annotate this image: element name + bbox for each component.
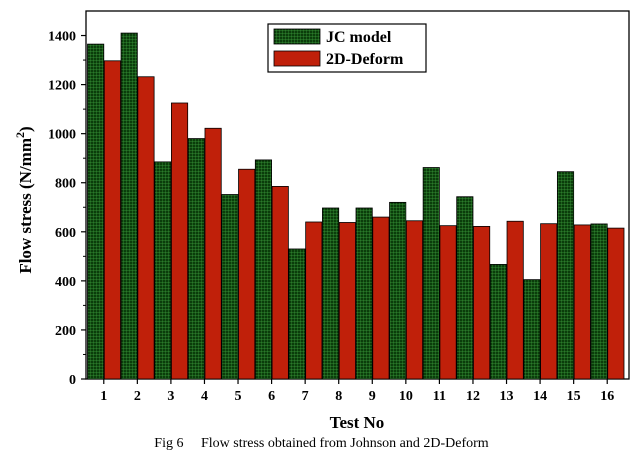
x-tick-label: 9: [369, 389, 376, 404]
y-tick-label: 800: [55, 177, 76, 192]
bar-2d-deform-8: [338, 222, 356, 380]
bar-jc-model-1: [87, 43, 105, 380]
x-tick-label: 4: [201, 389, 208, 404]
bar-2d-deform-13: [506, 220, 524, 380]
bar-2d-deform-9: [372, 216, 390, 380]
bar-2d-deform-16: [607, 227, 625, 380]
bar-jc-model-6: [254, 159, 272, 380]
bar-jc-model-7: [288, 248, 306, 380]
bar-2d-deform-3: [171, 102, 189, 380]
bar-jc-model-16: [590, 223, 608, 380]
bar-jc-model-11: [422, 167, 440, 380]
x-tick-label: 12: [466, 389, 480, 404]
x-tick-label: 8: [335, 389, 342, 404]
x-tick-label: 6: [268, 389, 275, 404]
x-tick-label: 11: [433, 389, 446, 404]
bar-jc-model-4: [187, 138, 205, 380]
bar-jc-model-15: [556, 171, 575, 380]
x-axis-label: Test No: [330, 413, 385, 432]
y-tick-label: 1000: [48, 128, 76, 143]
y-axis-label-superscript: 2: [13, 132, 27, 138]
y-axis-label: Flow stress (N/mm2): [13, 126, 35, 273]
bar-2d-deform-4: [204, 127, 222, 380]
bar-2d-deform-15: [573, 224, 591, 380]
bar-2d-deform-10: [405, 220, 424, 380]
legend: JC model 2D-Deform: [267, 23, 427, 73]
bar-2d-deform-1: [103, 60, 121, 380]
x-tick-label: 14: [533, 389, 547, 404]
bar-2d-deform-2: [137, 76, 155, 380]
legend-swatch-2d-deform: [273, 50, 321, 67]
bar-jc-model-14: [523, 279, 541, 380]
bar-2d-deform-7: [305, 221, 323, 380]
legend-swatch-jc-model: [273, 28, 321, 45]
bar-jc-model-9: [355, 207, 373, 380]
x-tick-label: 7: [302, 389, 309, 404]
bar-jc-model-10: [389, 201, 407, 380]
bar-2d-deform-14: [540, 223, 558, 380]
bar-jc-model-3: [154, 161, 172, 380]
y-tick-label: 400: [55, 275, 76, 290]
y-tick-label: 1400: [48, 30, 76, 45]
x-tick-label: 13: [500, 389, 514, 404]
y-axis: 0 200 400 600 800 1000 1200 1400: [48, 30, 86, 388]
x-tick-label: 10: [399, 389, 413, 404]
y-axis-label-main: Flow stress (N/mm: [16, 138, 35, 274]
bars-layer: [87, 32, 625, 380]
bar-jc-model-12: [456, 196, 474, 380]
x-axis: 1 2 3 4 5 6 7 8 9 10 11 12 13 14 15 16: [100, 379, 614, 404]
bar-jc-model-2: [120, 32, 138, 380]
x-tick-label: 5: [235, 389, 242, 404]
x-tick-label: 2: [134, 389, 141, 404]
bar-2d-deform-11: [439, 225, 457, 380]
bar-2d-deform-6: [271, 186, 289, 380]
x-tick-label: 15: [567, 389, 581, 404]
bar-jc-model-8: [322, 207, 340, 380]
x-tick-label: 3: [167, 389, 174, 404]
figure-caption: Fig 6 Flow stress obtained from Johnson …: [154, 436, 489, 451]
y-tick-label: 600: [55, 226, 76, 241]
x-tick-label: 16: [600, 389, 614, 404]
bar-2d-deform-12: [473, 225, 491, 380]
bar-2d-deform-5: [238, 168, 256, 380]
bar-jc-model-5: [221, 194, 239, 380]
y-axis-label-close: ): [16, 126, 35, 132]
legend-label-jc-model: JC model: [326, 29, 392, 46]
y-tick-label: 1200: [48, 79, 76, 94]
bar-jc-model-13: [489, 264, 507, 380]
legend-label-2d-deform: 2D-Deform: [326, 51, 404, 68]
y-tick-label: 0: [69, 373, 76, 388]
x-tick-label: 1: [100, 389, 107, 404]
y-tick-label: 200: [55, 324, 76, 339]
